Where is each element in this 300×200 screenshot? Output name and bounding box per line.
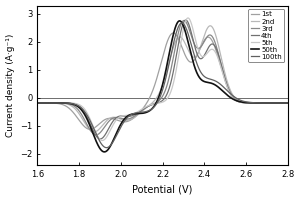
3rd (79, 112, 83, 114)
4th (142, 107, 146, 110)
100th (35, 102, 39, 104)
Line: 50th: 50th (37, 21, 288, 152)
5th (142, 106, 146, 109)
5th (35, 102, 39, 104)
3rd (281, 102, 285, 104)
50th (64, 102, 68, 104)
3rd (182, 19, 186, 22)
100th (132, 112, 135, 115)
4th (79, 106, 83, 109)
50th (79, 108, 83, 110)
4th (281, 102, 285, 104)
3rd (254, 102, 258, 104)
3rd (132, 116, 135, 118)
1st (254, 102, 258, 104)
Line: 4th: 4th (37, 20, 288, 139)
1st (79, 121, 83, 123)
2nd (254, 102, 258, 104)
Y-axis label: Current density (A·g⁻¹): Current density (A·g⁻¹) (6, 34, 15, 137)
5th (100, 139, 104, 142)
Line: 3rd: 3rd (37, 21, 288, 135)
50th (142, 112, 146, 114)
100th (281, 102, 285, 104)
2nd (132, 117, 135, 119)
100th (64, 102, 68, 104)
Line: 5th: 5th (37, 18, 288, 141)
50th (286, 102, 290, 104)
50th (254, 102, 258, 104)
50th (35, 102, 39, 104)
4th (132, 114, 135, 116)
1st (88, 128, 92, 131)
4th (64, 102, 68, 104)
50th (178, 20, 181, 22)
5th (64, 102, 68, 104)
3rd (64, 102, 68, 104)
2nd (142, 108, 146, 111)
5th (132, 113, 135, 115)
5th (286, 102, 290, 104)
2nd (35, 102, 39, 104)
2nd (281, 102, 285, 104)
1st (132, 117, 135, 119)
4th (184, 19, 188, 21)
4th (98, 138, 102, 140)
X-axis label: Potential (V): Potential (V) (132, 184, 193, 194)
Legend: 1st, 2nd, 3rd, 4th, 5th, 50th, 100th: 1st, 2nd, 3rd, 4th, 5th, 50th, 100th (248, 9, 284, 62)
1st (35, 102, 39, 104)
1st (281, 102, 285, 104)
4th (35, 102, 39, 104)
5th (281, 102, 285, 104)
1st (172, 32, 175, 34)
3rd (286, 102, 290, 104)
2nd (286, 102, 290, 104)
2nd (92, 131, 96, 133)
100th (142, 111, 146, 113)
100th (286, 102, 290, 104)
100th (180, 22, 184, 24)
Line: 100th: 100th (37, 23, 288, 148)
4th (254, 102, 258, 104)
1st (142, 105, 146, 108)
5th (79, 104, 83, 107)
3rd (142, 107, 146, 110)
100th (105, 146, 108, 149)
50th (132, 113, 135, 115)
1st (286, 102, 290, 104)
Line: 2nd: 2nd (37, 26, 288, 132)
2nd (79, 115, 83, 117)
1st (64, 105, 68, 107)
5th (186, 17, 190, 19)
Line: 1st: 1st (37, 33, 288, 129)
2nd (208, 25, 212, 27)
3rd (35, 102, 39, 104)
50th (103, 151, 106, 153)
2nd (64, 103, 68, 105)
50th (281, 102, 285, 104)
100th (254, 102, 258, 104)
100th (79, 106, 83, 109)
3rd (94, 134, 98, 136)
5th (254, 102, 258, 104)
4th (286, 102, 290, 104)
